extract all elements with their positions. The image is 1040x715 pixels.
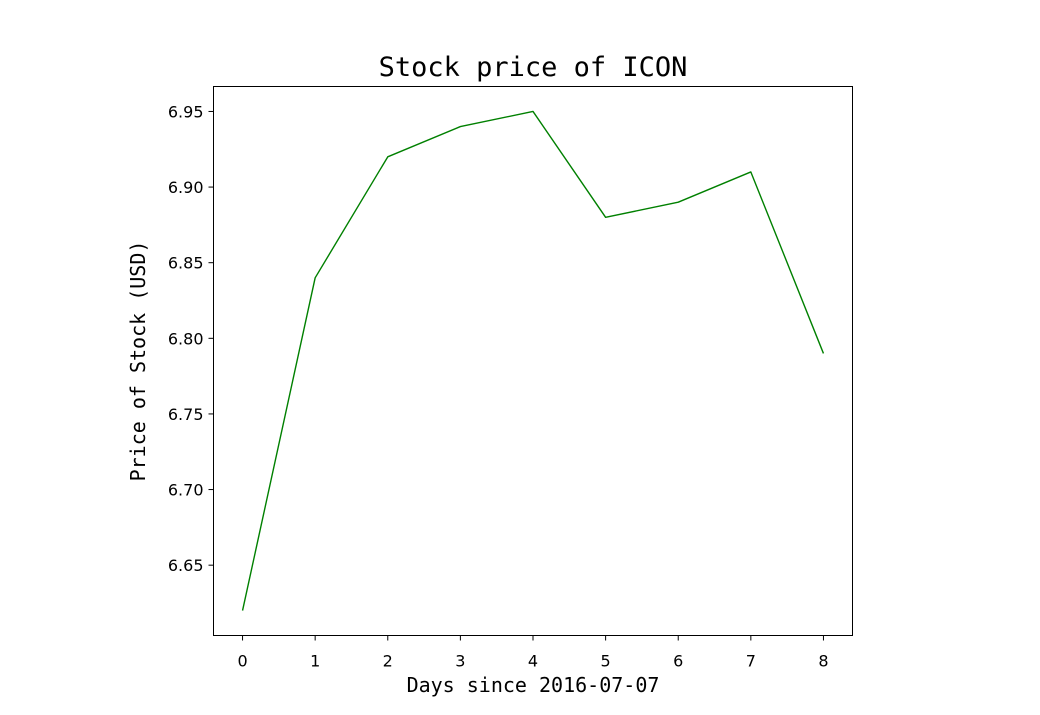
chart-title: Stock price of ICON [379,52,688,83]
x-tick-label: 1 [310,652,320,671]
x-tick-label: 7 [746,652,756,671]
x-tick-label: 6 [673,652,683,671]
x-tick-label: 5 [601,652,611,671]
y-tick-label: 6.70 [168,481,204,500]
x-tick-label: 2 [383,652,393,671]
plot-area-frame [213,86,853,636]
y-tick-label: 6.90 [168,178,204,197]
series-line [241,110,825,611]
x-tick-label: 3 [455,652,465,671]
x-tick-label: 0 [237,652,247,671]
y-tick-label: 6.65 [168,556,204,575]
y-tick-label: 6.75 [168,405,204,424]
y-tick-label: 6.85 [168,254,204,273]
x-tick-label: 4 [528,652,538,671]
x-axis: 0 1 2 3 4 5 6 7 8 [237,635,829,671]
y-tick-label: 6.95 [168,102,204,121]
y-axis: 6.65 6.70 6.75 6.80 6.85 6.90 6.95 [168,102,214,575]
series-group [241,110,825,611]
y-axis-label: Price of Stock (USD) [126,241,150,482]
x-axis-label: Days since 2016-07-07 [407,673,660,697]
x-tick-label: 8 [818,652,828,671]
y-tick-label: 6.80 [168,329,204,348]
